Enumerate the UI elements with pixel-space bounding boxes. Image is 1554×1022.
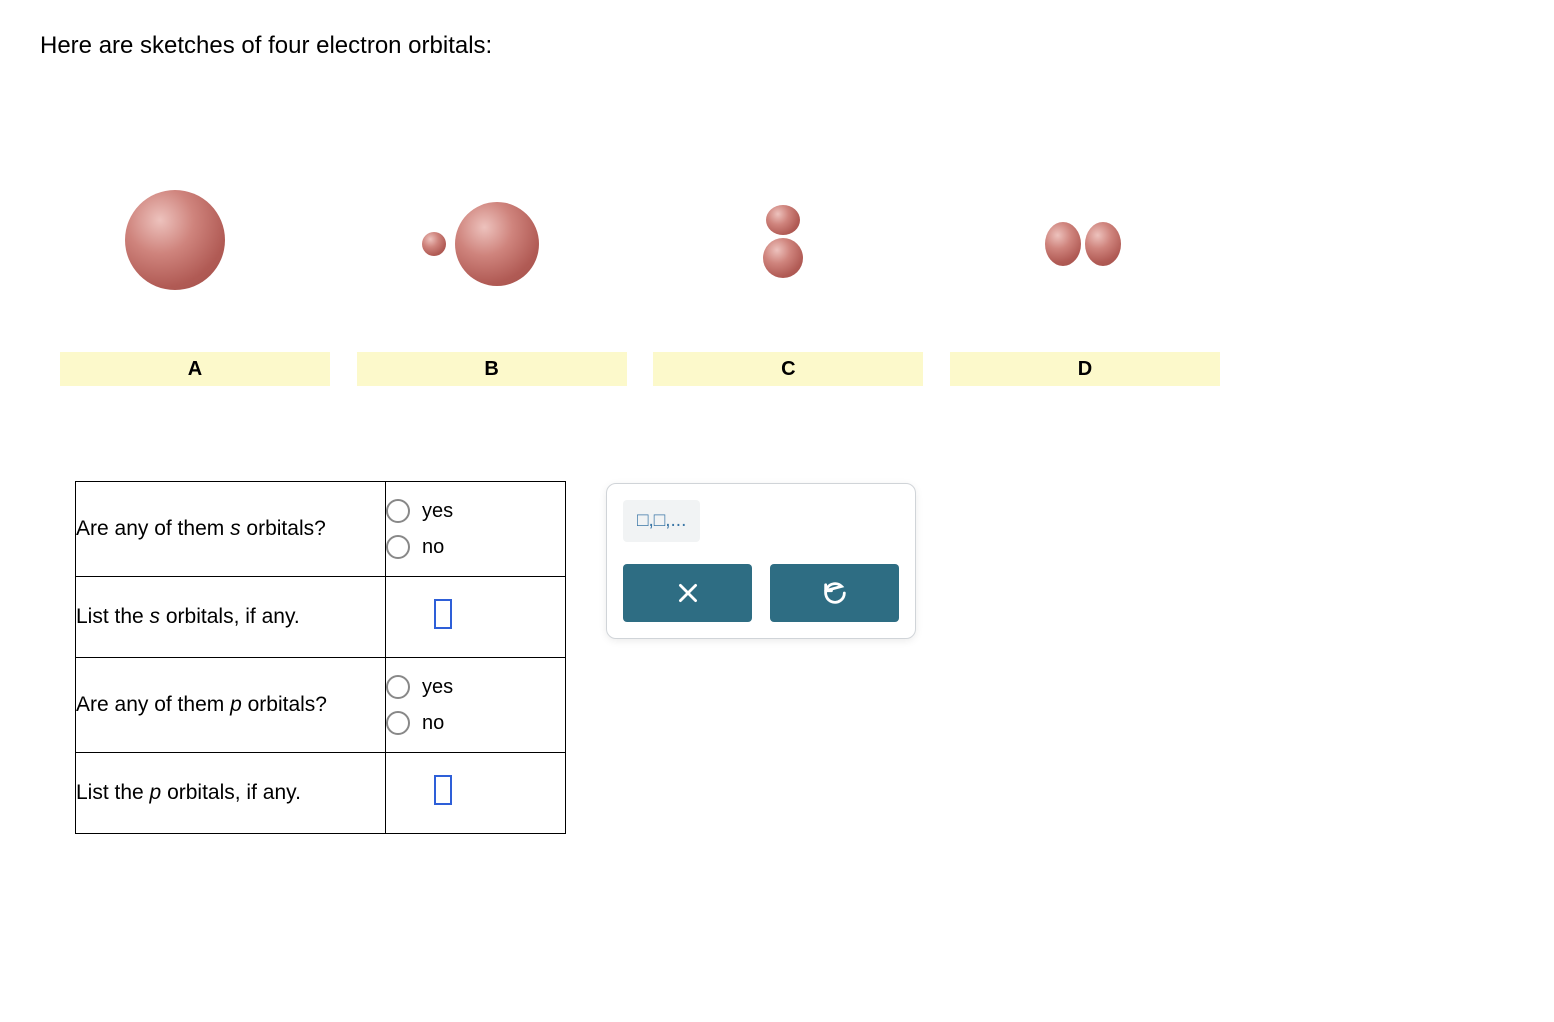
- page-root: Here are sketches of four electron orbit…: [0, 0, 1554, 1022]
- orbital-B-lobe-1: [422, 232, 446, 256]
- radio-icon: [386, 711, 410, 735]
- q1-text-post: orbitals?: [241, 517, 326, 540]
- q2-label-cell: List the s orbitals, if any.: [76, 577, 386, 658]
- table-row: Are any of them s orbitals? yes no: [76, 482, 566, 577]
- reset-icon: [821, 579, 849, 607]
- q1-label-cell: Are any of them s orbitals?: [76, 482, 386, 577]
- q1-radio-group: yes no: [386, 487, 565, 571]
- orbitals-row: A B C D: [60, 140, 1220, 386]
- q4-label-cell: List the p orbitals, if any.: [76, 753, 386, 834]
- q3-text-post: orbitals?: [242, 693, 327, 716]
- orbital-C-lobe-2: [763, 238, 803, 278]
- q1-text-pre: Are any of them: [76, 517, 230, 540]
- prompt-text: Here are sketches of four electron orbit…: [40, 32, 1514, 60]
- q2-text-pre: List the: [76, 605, 150, 628]
- close-icon: [675, 580, 701, 606]
- q2-text-input[interactable]: [434, 599, 452, 629]
- q4-input-cell: [386, 753, 566, 834]
- q4-text-post: orbitals, if any.: [161, 781, 301, 804]
- q1-radio-yes[interactable]: yes: [386, 499, 565, 523]
- question-table: Are any of them s orbitals? yes no: [75, 481, 566, 834]
- q1-input-cell: yes no: [386, 482, 566, 577]
- orbital-C: C: [653, 140, 923, 386]
- table-row: Are any of them p orbitals? yes no: [76, 658, 566, 753]
- table-row: List the s orbitals, if any.: [76, 577, 566, 658]
- q4-text-input[interactable]: [434, 775, 452, 805]
- orbital-C-lobe-1: [766, 205, 800, 235]
- radio-icon: [386, 535, 410, 559]
- q1-yes-label: yes: [422, 500, 453, 523]
- orbital-B-lobe-2: [455, 202, 539, 286]
- q1-text-italic: s: [230, 517, 241, 540]
- q3-input-cell: yes no: [386, 658, 566, 753]
- question-area: Are any of them s orbitals? yes no: [75, 481, 1514, 834]
- radio-icon: [386, 499, 410, 523]
- q4-text-pre: List the: [76, 781, 150, 804]
- q2-input-cell: [386, 577, 566, 658]
- orbital-B-label: B: [357, 352, 627, 386]
- radio-icon: [386, 675, 410, 699]
- tool-hint-button[interactable]: □,□,...: [623, 500, 700, 542]
- table-row: List the p orbitals, if any.: [76, 753, 566, 834]
- q3-label-cell: Are any of them p orbitals?: [76, 658, 386, 753]
- orbital-D: D: [950, 140, 1220, 386]
- q3-text-pre: Are any of them: [76, 693, 230, 716]
- orbital-D-canvas: [950, 140, 1220, 340]
- q3-no-label: no: [422, 712, 444, 735]
- close-button[interactable]: [623, 564, 752, 622]
- orbital-A-lobe-1: [125, 190, 225, 290]
- orbital-D-lobe-1: [1045, 222, 1081, 266]
- orbital-D-label: D: [950, 352, 1220, 386]
- q1-radio-no[interactable]: no: [386, 535, 565, 559]
- reset-button[interactable]: [770, 564, 899, 622]
- orbital-A: A: [60, 140, 330, 386]
- orbital-C-label: C: [653, 352, 923, 386]
- q3-radio-group: yes no: [386, 663, 565, 747]
- tool-panel: □,□,...: [606, 483, 916, 639]
- q2-text-post: orbitals, if any.: [160, 605, 300, 628]
- orbital-B: B: [357, 140, 627, 386]
- orbital-A-canvas: [60, 140, 330, 340]
- q3-radio-no[interactable]: no: [386, 711, 565, 735]
- q3-yes-label: yes: [422, 676, 453, 699]
- orbital-B-canvas: [357, 140, 627, 340]
- q4-text-italic: p: [150, 781, 162, 804]
- q3-radio-yes[interactable]: yes: [386, 675, 565, 699]
- q1-no-label: no: [422, 536, 444, 559]
- tool-buttons-row: [623, 564, 899, 622]
- orbital-C-canvas: [653, 140, 923, 340]
- q2-text-italic: s: [150, 605, 161, 628]
- orbital-D-lobe-2: [1085, 222, 1121, 266]
- orbital-A-label: A: [60, 352, 330, 386]
- q3-text-italic: p: [230, 693, 242, 716]
